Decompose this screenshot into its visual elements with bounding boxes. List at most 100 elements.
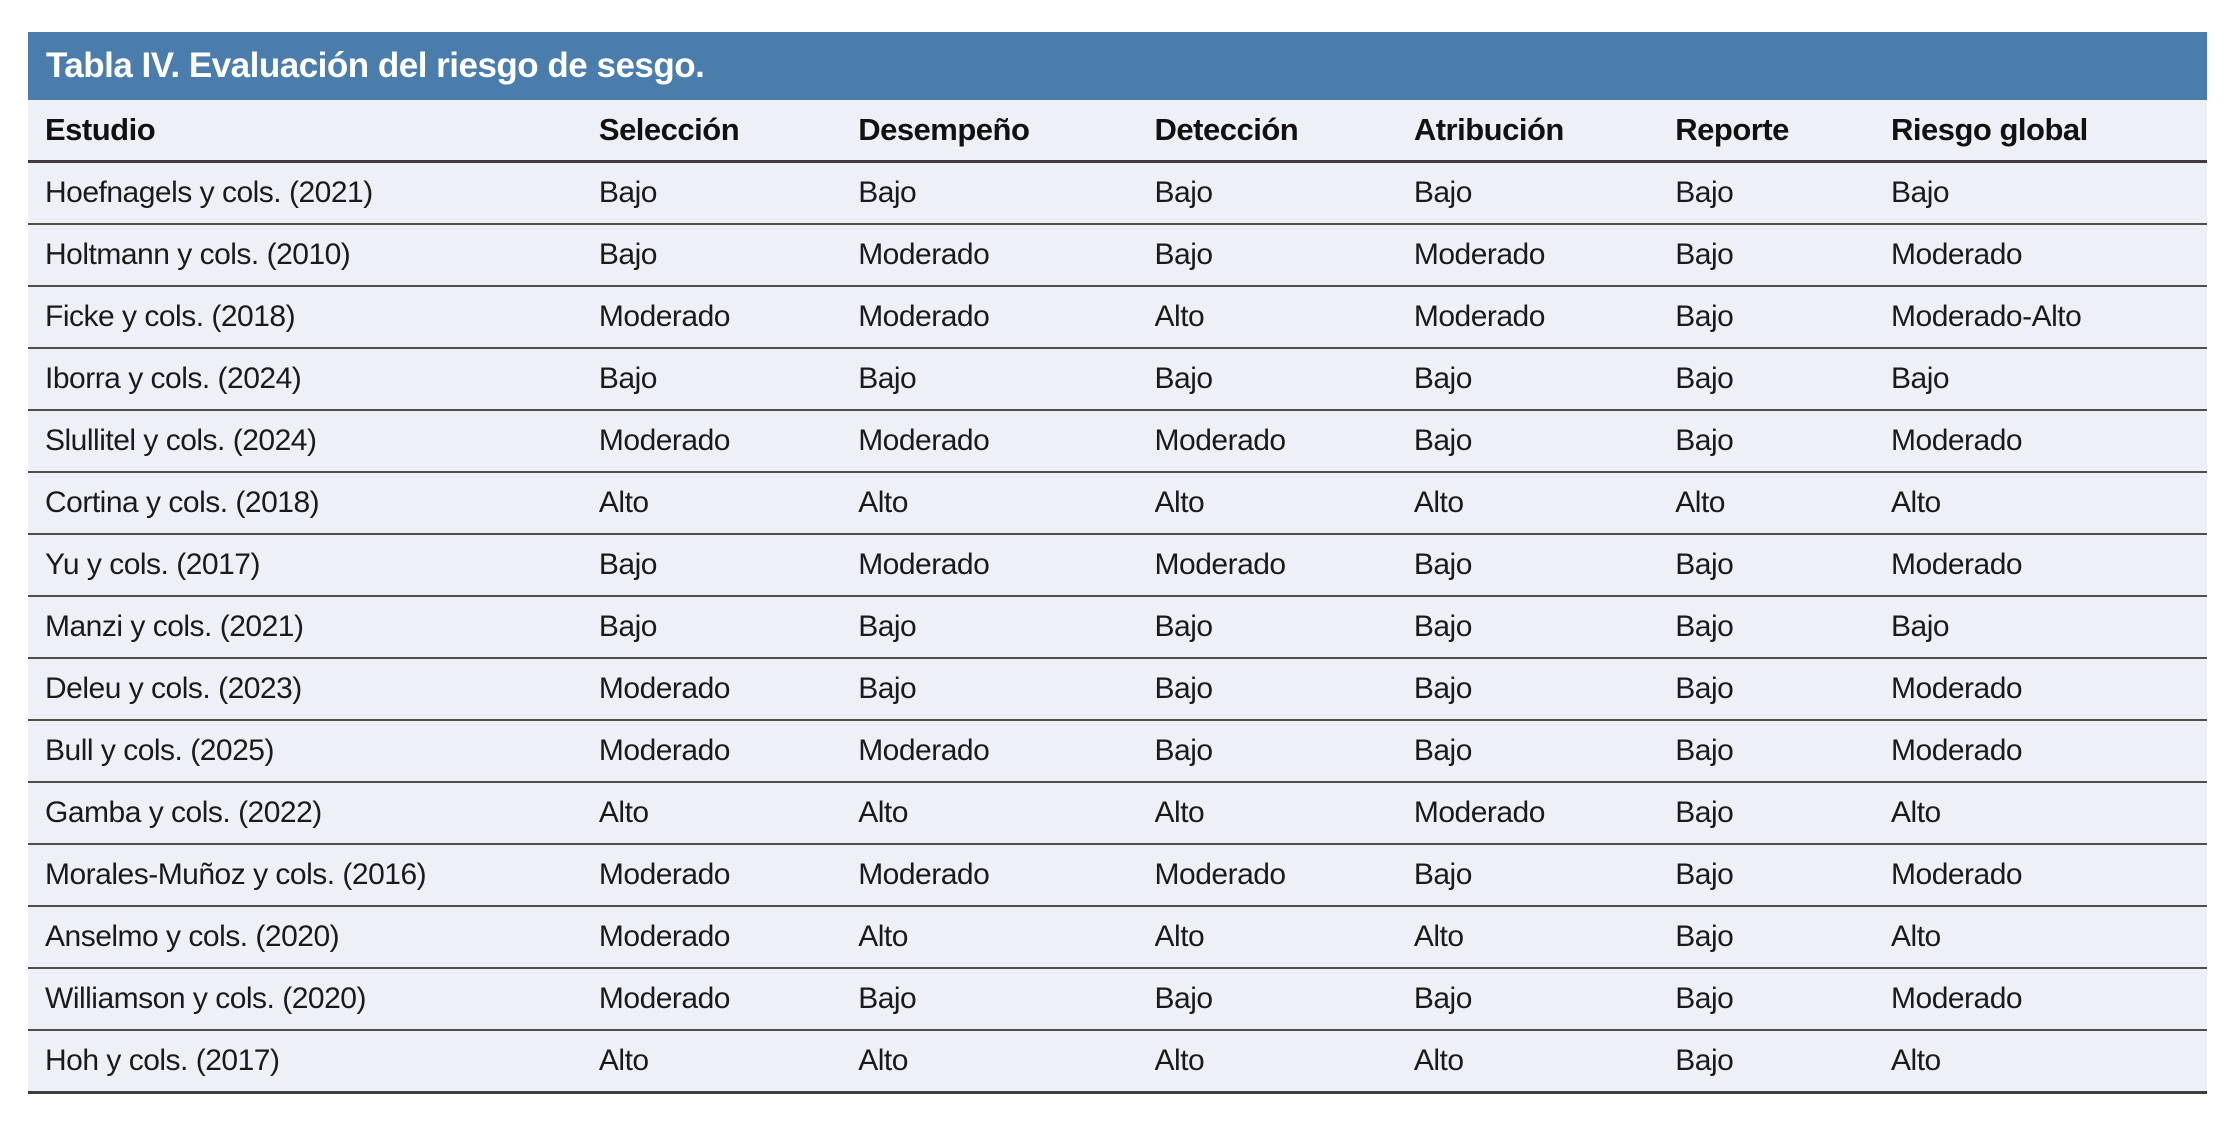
rating-cell: Bajo (858, 658, 1155, 721)
table-header: Estudio Selección Desempeño Detección Atribu… (28, 100, 2207, 163)
rating-cell: Alto (858, 1030, 1155, 1093)
rating-cell: Alto (1154, 472, 1414, 535)
table-row: Morales-Muñoz y cols. (2016) Moderado Mode… (28, 844, 2207, 907)
rating-cell: Bajo (1154, 720, 1414, 783)
rating-cell: Moderado (1413, 782, 1676, 845)
rating-cell: Alto (598, 1030, 859, 1093)
rating-cell: Alto (1413, 1030, 1676, 1093)
table-row: Yu y cols. (2017) Bajo Moderado Moderado Baj… (28, 534, 2207, 597)
rating-cell: Bajo (1891, 596, 2207, 659)
column-header-5: Reporte (1675, 100, 1892, 163)
risk-of-bias-table-card: Tabla IV. Evaluación del riesgo de sesgo… (28, 32, 2207, 1094)
column-header-2: Desempeño (858, 100, 1155, 163)
study-cell: Manzi y cols. (2021) (28, 596, 599, 659)
rating-cell: Bajo (1675, 596, 1892, 659)
rating-cell: Bajo (598, 534, 859, 597)
rating-cell: Bajo (1675, 286, 1892, 349)
rating-cell: Bajo (1891, 348, 2207, 411)
rating-cell: Bajo (1154, 224, 1414, 287)
rating-cell: Bajo (1154, 348, 1414, 411)
rating-cell: Alto (1154, 1030, 1414, 1093)
rating-cell: Moderado (1154, 410, 1414, 473)
rating-cell: Alto (1413, 906, 1676, 969)
rating-cell: Bajo (1413, 720, 1676, 783)
rating-cell: Bajo (598, 348, 859, 411)
rating-cell: Moderado (598, 906, 859, 969)
rating-cell: Alto (1891, 782, 2207, 845)
rating-cell: Alto (858, 472, 1155, 535)
column-header-1: Selección (598, 100, 859, 163)
table-row: Cortina y cols. (2018) Alto Alto Alto Alto Al… (28, 472, 2207, 535)
rating-cell: Alto (1154, 286, 1414, 349)
table-body: Hoefnagels y cols. (2021) Bajo Bajo Bajo Baj… (28, 161, 2207, 1093)
rating-cell: Moderado (1891, 410, 2207, 473)
rating-cell: Bajo (1675, 782, 1892, 845)
table-row: Slullitel y cols. (2024) Moderado Moderado… (28, 410, 2207, 473)
rating-cell: Alto (858, 782, 1155, 845)
rating-cell: Alto (1154, 906, 1414, 969)
rating-cell: Alto (1154, 782, 1414, 845)
rating-cell: Bajo (1675, 720, 1892, 783)
rating-cell: Bajo (1413, 844, 1676, 907)
table-row: Deleu y cols. (2023) Moderado Bajo Bajo Bajo… (28, 658, 2207, 721)
rating-cell: Moderado (858, 534, 1155, 597)
rating-cell: Moderado (598, 968, 859, 1031)
rating-cell: Moderado (598, 720, 859, 783)
table-row: Hoh y cols. (2017) Alto Alto Alto Alto Bajo Al… (28, 1030, 2207, 1093)
rating-cell: Bajo (1154, 658, 1414, 721)
rating-cell: Moderado (1891, 658, 2207, 721)
rating-cell: Moderado (598, 658, 859, 721)
rating-cell: Bajo (858, 348, 1155, 411)
table-row: Bull y cols. (2025) Moderado Moderado Bajo B… (28, 720, 2207, 783)
rating-cell: Alto (1891, 906, 2207, 969)
rating-cell: Bajo (1675, 224, 1892, 287)
rating-cell: Alto (1891, 472, 2207, 535)
study-cell: Slullitel y cols. (2024) (28, 410, 599, 473)
rating-cell: Moderado (858, 720, 1155, 783)
rating-cell: Bajo (858, 596, 1155, 659)
risk-of-bias-table: Estudio Selección Desempeño Detección Atribu… (28, 100, 2207, 1094)
rating-cell: Bajo (1413, 658, 1676, 721)
study-cell: Williamson y cols. (2020) (28, 968, 599, 1031)
rating-cell: Bajo (1675, 968, 1892, 1031)
study-cell: Morales-Muñoz y cols. (2016) (28, 844, 599, 907)
rating-cell: Moderado (1891, 844, 2207, 907)
rating-cell: Bajo (1413, 348, 1676, 411)
rating-cell: Bajo (598, 161, 859, 225)
study-cell: Hoefnagels y cols. (2021) (28, 161, 599, 225)
study-cell: Iborra y cols. (2024) (28, 348, 599, 411)
rating-cell: Alto (1675, 472, 1892, 535)
table-title: Tabla IV. Evaluación del riesgo de sesgo… (46, 46, 705, 85)
rating-cell: Bajo (1413, 534, 1676, 597)
rating-cell: Alto (1891, 1030, 2207, 1093)
column-header-6: Riesgo global (1891, 100, 2207, 163)
rating-cell: Moderado (598, 844, 859, 907)
rating-cell: Bajo (858, 968, 1155, 1031)
rating-cell: Bajo (1891, 161, 2207, 225)
study-cell: Hoh y cols. (2017) (28, 1030, 599, 1093)
table-row: Hoefnagels y cols. (2021) Bajo Bajo Bajo Baj… (28, 161, 2207, 225)
rating-cell: Moderado (1154, 844, 1414, 907)
rating-cell: Alto (598, 472, 859, 535)
rating-cell: Bajo (598, 596, 859, 659)
study-cell: Deleu y cols. (2023) (28, 658, 599, 721)
rating-cell: Bajo (1675, 844, 1892, 907)
rating-cell: Moderado-Alto (1891, 286, 2207, 349)
study-cell: Yu y cols. (2017) (28, 534, 599, 597)
rating-cell: Bajo (1413, 596, 1676, 659)
rating-cell: Moderado (1891, 224, 2207, 287)
rating-cell: Moderado (858, 286, 1155, 349)
rating-cell: Bajo (1154, 161, 1414, 225)
table-row: Manzi y cols. (2021) Bajo Bajo Bajo Bajo Bajo… (28, 596, 2207, 659)
rating-cell: Moderado (1891, 968, 2207, 1031)
rating-cell: Moderado (1413, 286, 1676, 349)
table-title-bar: Tabla IV. Evaluación del riesgo de sesgo… (28, 32, 2207, 100)
column-header-3: Detección (1154, 100, 1414, 163)
column-header-4: Atribución (1413, 100, 1676, 163)
rating-cell: Bajo (1154, 596, 1414, 659)
rating-cell: Bajo (1413, 968, 1676, 1031)
rating-cell: Moderado (598, 410, 859, 473)
table-row: Williamson y cols. (2020) Moderado Bajo Baj… (28, 968, 2207, 1031)
rating-cell: Moderado (1891, 534, 2207, 597)
